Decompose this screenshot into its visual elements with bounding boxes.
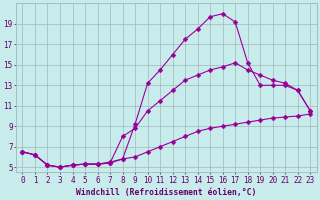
X-axis label: Windchill (Refroidissement éolien,°C): Windchill (Refroidissement éolien,°C) (76, 188, 257, 197)
